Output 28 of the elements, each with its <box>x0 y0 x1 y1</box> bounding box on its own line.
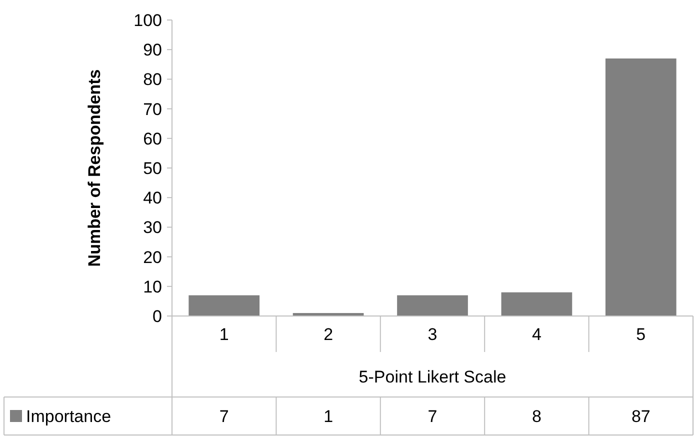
y-tick-label: 10 <box>143 277 162 296</box>
bar <box>501 292 572 316</box>
data-label: 1 <box>324 406 334 426</box>
y-tick-label: 60 <box>143 129 162 148</box>
legend-label: Importance <box>26 406 112 426</box>
y-tick-label: 50 <box>143 158 162 178</box>
y-tick-label: 20 <box>143 248 162 267</box>
data-label: 7 <box>428 406 438 426</box>
x-tick-label: 3 <box>428 324 438 344</box>
y-tick-label: 40 <box>143 188 162 208</box>
y-tick-label: 90 <box>143 40 162 60</box>
x-tick-label: 2 <box>324 324 334 344</box>
data-label: 87 <box>631 406 650 426</box>
y-tick-label: 100 <box>134 10 162 30</box>
x-tick-label: 4 <box>532 324 542 344</box>
x-tick-label: 5 <box>636 324 646 344</box>
bar <box>605 58 676 316</box>
bar <box>397 295 468 316</box>
data-label: 8 <box>532 406 542 426</box>
bar <box>188 295 260 316</box>
y-axis-title: Number of Respondents <box>85 69 104 267</box>
y-tick-label: 0 <box>152 306 162 326</box>
y-tick-label: 80 <box>143 70 162 90</box>
x-axis-title: 5-Point Likert Scale <box>358 367 506 386</box>
y-tick-label: 30 <box>143 218 162 238</box>
x-tick-label: 1 <box>219 324 229 344</box>
data-label: 7 <box>219 406 229 426</box>
y-tick-label: 70 <box>143 100 162 119</box>
